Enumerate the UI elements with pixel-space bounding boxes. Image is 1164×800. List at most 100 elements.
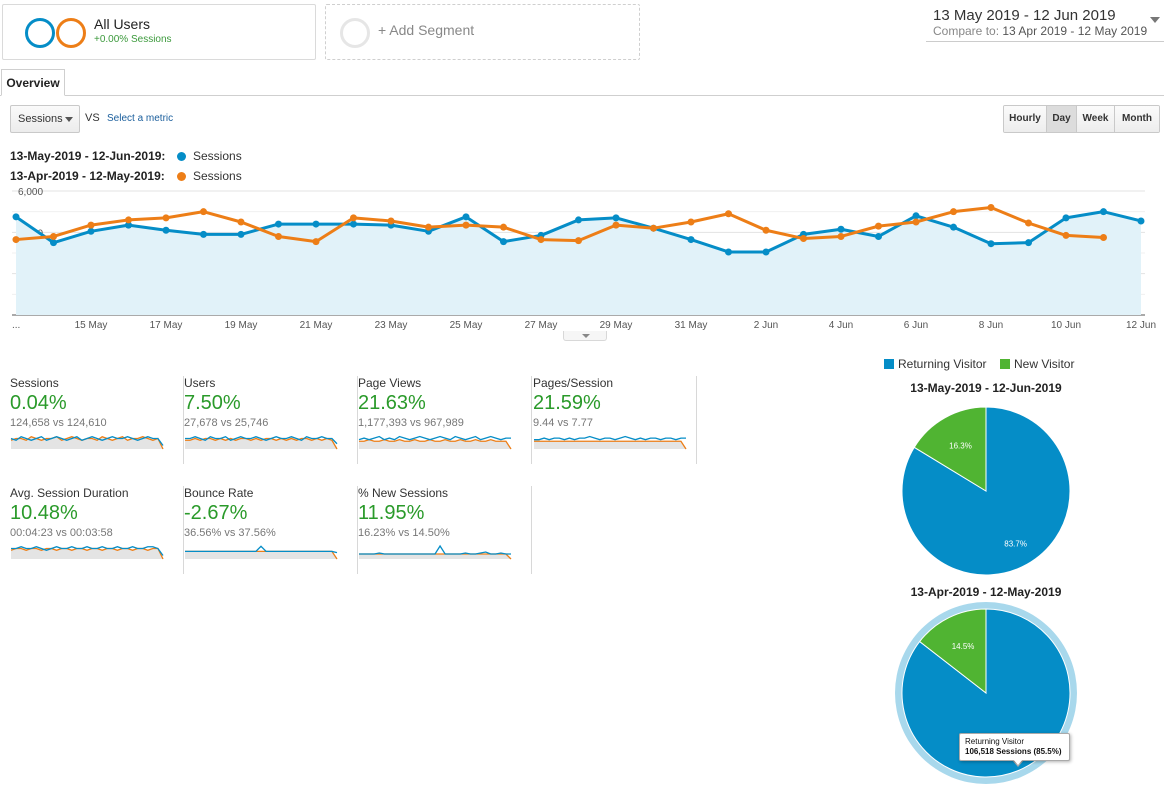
series-point-1[interactable] <box>312 238 320 246</box>
series-point-1[interactable] <box>1025 219 1032 227</box>
series-point-1[interactable] <box>687 218 695 226</box>
metric-tile-sessions[interactable]: Sessions 0.04% 124,658 vs 124,610 <box>10 376 184 464</box>
series-point-1[interactable] <box>125 216 132 224</box>
metric-tile-bounce-rate[interactable]: Bounce Rate -2.67% 36.56% vs 37.56% <box>184 486 358 574</box>
series-point-1[interactable] <box>800 235 807 243</box>
pie-slice-label: 14.5% <box>952 642 975 651</box>
x-tick-label: 8 Jun <box>979 320 1003 331</box>
pie-slice-new-visitor[interactable] <box>918 608 987 695</box>
day-button[interactable]: Day <box>1047 106 1077 132</box>
series-point-0[interactable] <box>687 236 695 244</box>
x-tick-label: 4 Jun <box>829 320 853 331</box>
series-point-1[interactable] <box>912 218 920 226</box>
series-point-1[interactable] <box>575 237 582 245</box>
series-point-0[interactable] <box>875 232 882 240</box>
hourly-button[interactable]: Hourly <box>1004 106 1047 132</box>
series-point-1[interactable] <box>425 223 432 231</box>
series-point-1[interactable] <box>762 226 770 234</box>
legend-dot-previous <box>177 172 186 181</box>
tooltip-value: 106,518 Sessions (85.5%) <box>965 747 1062 756</box>
segment-ring-current-icon <box>25 18 55 48</box>
series-point-0[interactable] <box>12 213 20 221</box>
series-point-0[interactable] <box>87 227 95 235</box>
metric-sparkline <box>358 435 512 450</box>
series-point-1[interactable] <box>387 217 395 225</box>
x-tick-label: 17 May <box>150 320 183 331</box>
series-point-1[interactable] <box>987 204 995 212</box>
series-point-0[interactable] <box>500 238 507 246</box>
series-point-1[interactable] <box>50 232 57 240</box>
series-point-1[interactable] <box>200 208 207 216</box>
series-point-0[interactable] <box>1137 217 1145 225</box>
week-button[interactable]: Week <box>1077 106 1115 132</box>
date-range-picker[interactable]: 13 May 2019 - 12 Jun 2019 Compare to: 13… <box>926 0 1164 42</box>
metric-value: 21.59% <box>533 392 601 414</box>
series-point-0[interactable] <box>200 230 207 238</box>
pie-chart-current[interactable]: 83.7% 16.3% <box>896 401 1076 581</box>
series-point-0[interactable] <box>1025 239 1032 247</box>
series-point-1[interactable] <box>875 222 882 230</box>
series-point-1[interactable] <box>725 210 732 218</box>
series-point-0[interactable] <box>837 225 845 233</box>
granularity-selector: Hourly Day Week Month <box>1003 105 1160 133</box>
metric-tile-avg-session-duration[interactable]: Avg. Session Duration 10.48% 00:04:23 vs 0… <box>10 486 184 574</box>
series-point-0[interactable] <box>1100 208 1107 216</box>
series-point-0[interactable] <box>275 220 282 228</box>
series-point-0[interactable] <box>912 212 920 220</box>
series-point-0[interactable] <box>462 213 470 221</box>
pie-tooltip: Returning Visitor 106,518 Sessions (85.5… <box>959 733 1070 761</box>
series-point-1[interactable] <box>612 221 620 229</box>
series-point-1[interactable] <box>462 221 470 229</box>
metric-dropdown[interactable]: Sessions <box>10 105 80 133</box>
pie-slice-new-visitor[interactable] <box>913 406 987 492</box>
series-point-1[interactable] <box>275 232 282 240</box>
series-point-1[interactable] <box>162 214 170 222</box>
series-point-0[interactable] <box>312 220 320 228</box>
series-point-0[interactable] <box>50 239 57 247</box>
series-point-1[interactable] <box>1062 231 1070 239</box>
metric-compare: 9.44 vs 7.77 <box>533 417 593 429</box>
series-point-0[interactable] <box>125 221 132 229</box>
metric-tile-users[interactable]: Users 7.50% 27,678 vs 25,746 <box>184 376 358 464</box>
select-metric-link[interactable]: Select a metric <box>107 113 174 124</box>
add-segment-button[interactable]: + Add Segment <box>325 4 640 60</box>
metric-name: Users <box>184 376 216 390</box>
segment-card-all-users[interactable]: All Users +0.00% Sessions <box>2 4 316 60</box>
series-point-0[interactable] <box>350 220 357 228</box>
series-point-1[interactable] <box>500 223 507 231</box>
series-point-1[interactable] <box>12 236 20 244</box>
series-point-0[interactable] <box>612 214 620 222</box>
pie-slice-returning-visitor[interactable] <box>901 406 1071 576</box>
series-point-1[interactable] <box>237 218 245 226</box>
vs-label: VS <box>85 112 100 124</box>
pie-title-previous: 13-Apr-2019 - 12-May-2019 <box>910 585 1062 599</box>
series-point-0[interactable] <box>725 248 732 256</box>
series-point-1[interactable] <box>650 224 657 232</box>
metric-tile-new-sessions[interactable]: % New Sessions 11.95% 16.23% vs 14.50% <box>358 486 532 574</box>
series-point-1[interactable] <box>950 208 957 216</box>
expand-chart-handle[interactable] <box>563 331 607 341</box>
series-point-0[interactable] <box>987 240 995 248</box>
series-point-0[interactable] <box>575 216 582 224</box>
series-point-0[interactable] <box>237 230 245 238</box>
series-point-0[interactable] <box>950 223 957 231</box>
series-point-0[interactable] <box>162 226 170 234</box>
metric-name: Bounce Rate <box>184 486 254 500</box>
metric-tile-pages-session[interactable]: Pages/Session 21.59% 9.44 vs 7.77 <box>533 376 697 464</box>
series-point-1[interactable] <box>837 232 845 240</box>
month-button[interactable]: Month <box>1115 106 1159 132</box>
series-point-0[interactable] <box>1062 214 1070 222</box>
series-point-1[interactable] <box>87 221 95 229</box>
series-point-1[interactable] <box>537 236 545 244</box>
metric-name: Sessions <box>10 376 59 390</box>
series-point-1[interactable] <box>1100 234 1107 241</box>
series-point-1[interactable] <box>350 214 357 222</box>
metric-tile-page-views[interactable]: Page Views 21.63% 1,177,393 vs 967,989 <box>358 376 532 464</box>
x-tick-label: 10 Jun <box>1051 320 1081 331</box>
add-segment-ring-icon <box>340 18 370 48</box>
sparkline-current <box>11 546 164 556</box>
pie-chart-previous[interactable]: 14.5% <box>891 600 1081 790</box>
tab-overview[interactable]: Overview <box>1 69 65 96</box>
series-point-0[interactable] <box>762 248 770 256</box>
